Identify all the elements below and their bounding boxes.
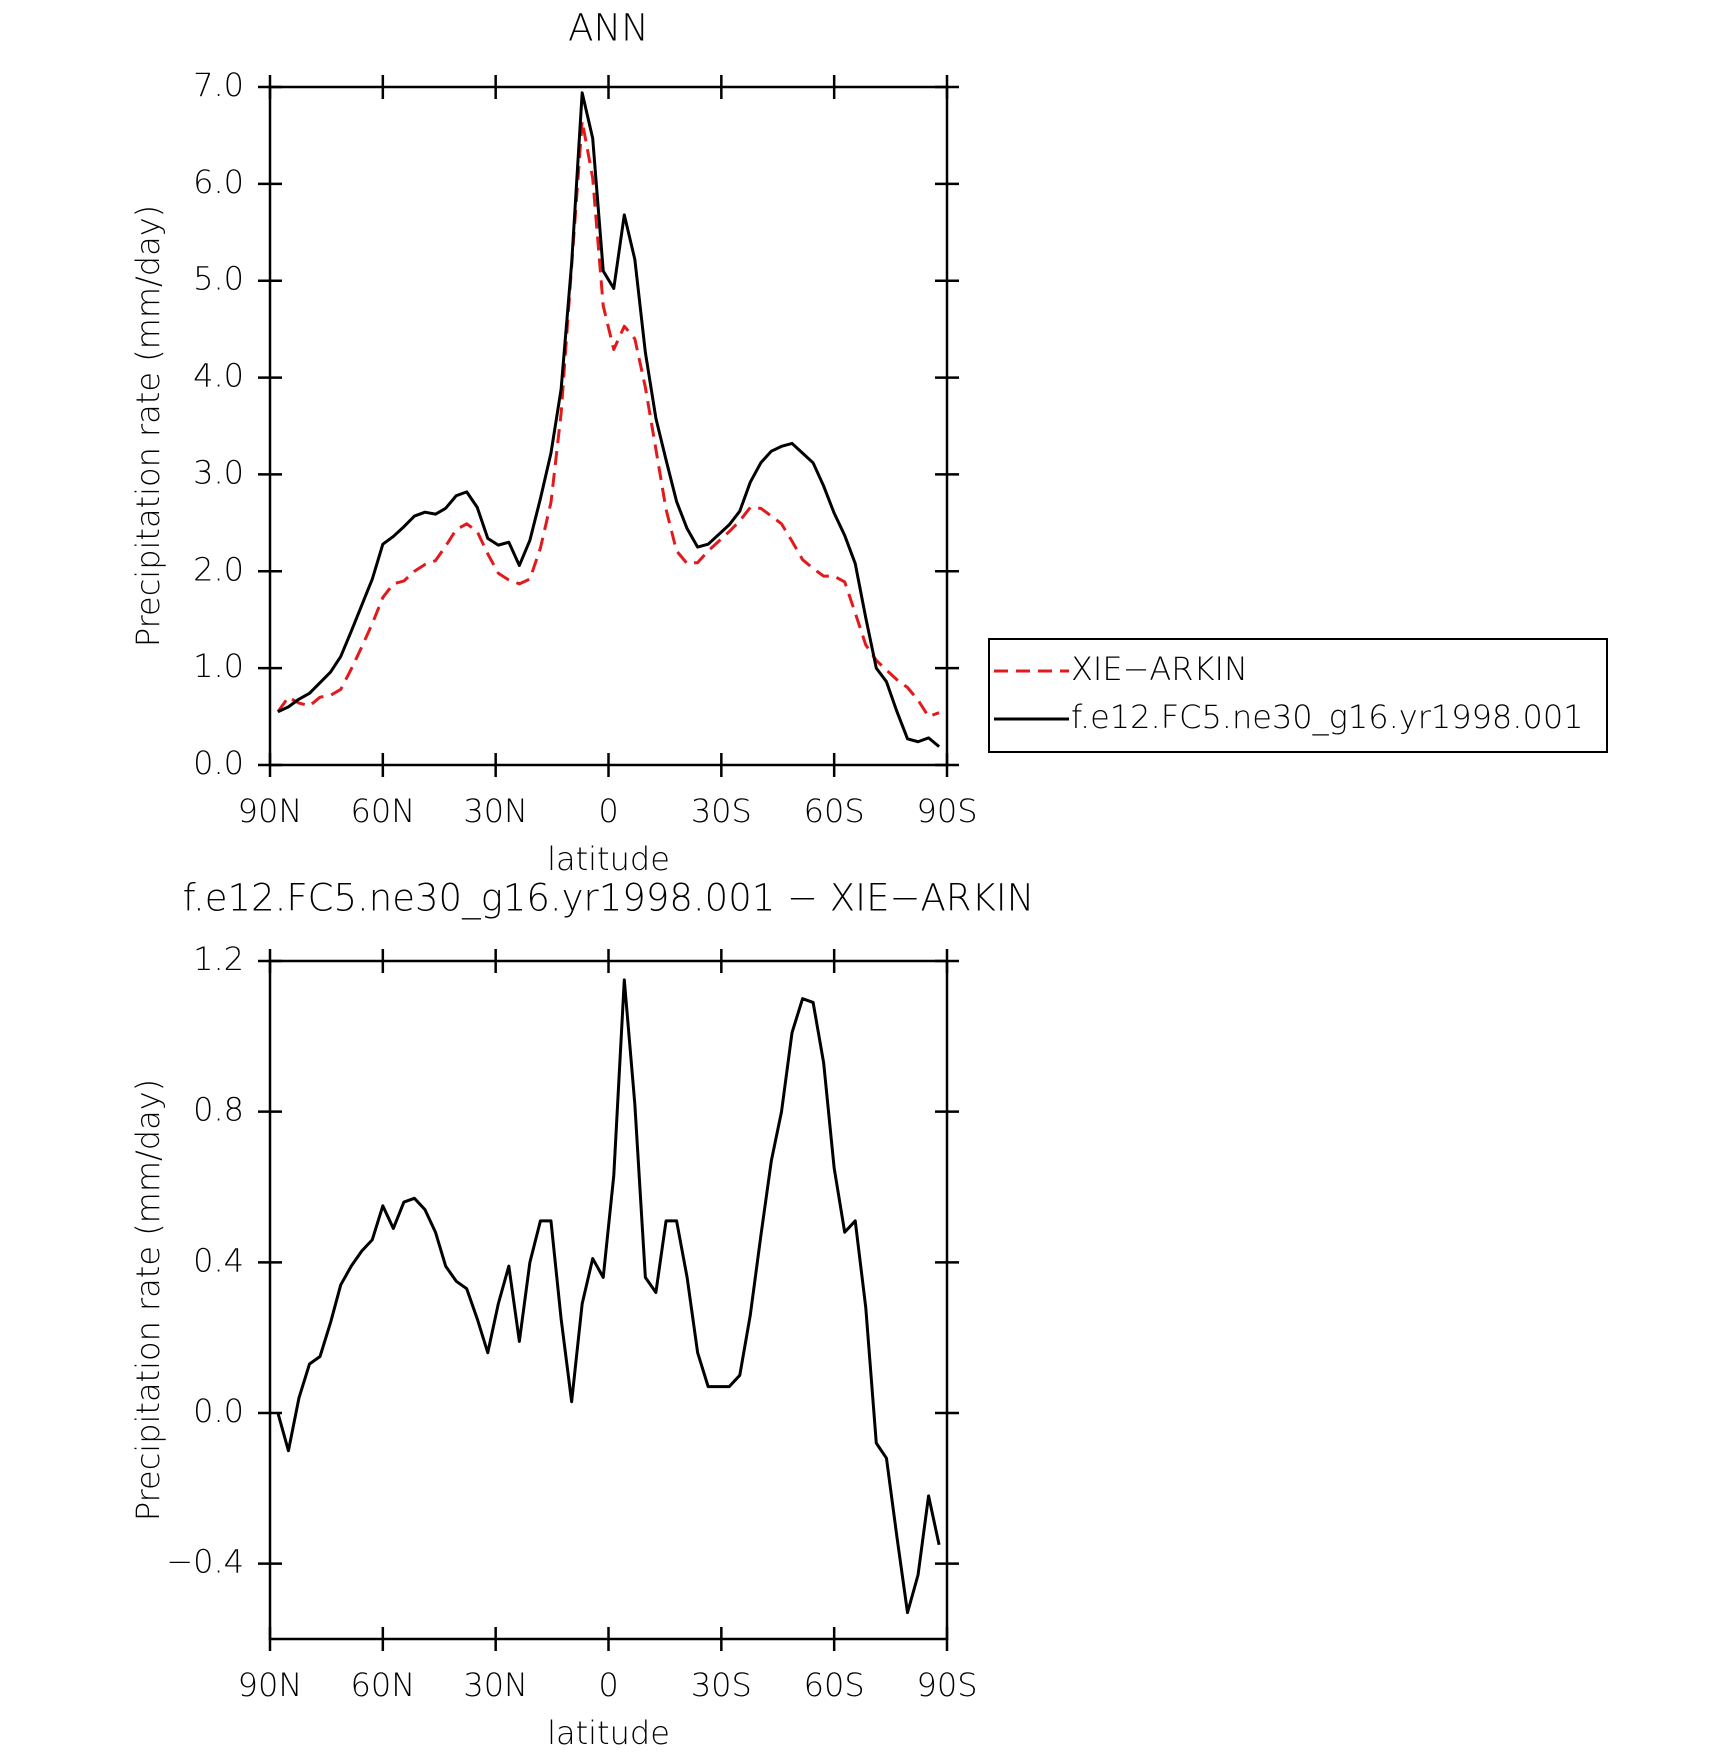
x-axis-label: latitude xyxy=(547,840,670,878)
data-line xyxy=(276,119,940,719)
y-tick-label: 0.8 xyxy=(193,1091,244,1129)
data-line xyxy=(277,91,941,748)
y-tick-label: −0.4 xyxy=(166,1543,244,1581)
y-tick-label: 2.0 xyxy=(193,550,244,588)
x-tick-label: 0 xyxy=(598,1666,618,1704)
data-line xyxy=(276,978,941,1615)
y-tick-label: 0.0 xyxy=(193,1392,244,1430)
legend-label: f.e12.FC5.ne30_g16.yr1998.001 xyxy=(1071,698,1584,736)
x-tick-label: 30S xyxy=(691,1666,752,1704)
y-tick-label: 4.0 xyxy=(193,357,244,395)
chart-title: f.e12.FC5.ne30_g16.yr1998.001 − XIE−ARKI… xyxy=(183,877,1035,921)
y-tick-label: 1.0 xyxy=(193,647,244,685)
x-tick-label: 90S xyxy=(916,1666,977,1704)
x-tick-label: 30S xyxy=(691,792,752,830)
chart-title: ANN xyxy=(568,7,649,50)
y-tick-label: 6.0 xyxy=(193,163,244,201)
plot-frame xyxy=(268,85,949,767)
x-tick-label: 60N xyxy=(351,1666,416,1704)
plot-frame xyxy=(268,959,949,1641)
y-tick-label: 0.4 xyxy=(193,1241,244,1279)
x-tick-label: 60S xyxy=(804,792,865,830)
x-axis-label: latitude xyxy=(547,1714,670,1751)
legend-box xyxy=(988,638,1608,753)
x-tick-label: 30N xyxy=(463,792,528,830)
y-tick-label: 3.0 xyxy=(193,453,244,491)
x-tick-label: 90S xyxy=(916,792,977,830)
x-tick-label: 60S xyxy=(804,1666,865,1704)
x-tick-label: 60N xyxy=(351,792,416,830)
y-tick-label: 1.2 xyxy=(193,940,244,978)
y-tick-label: 5.0 xyxy=(193,260,244,298)
x-tick-label: 90N xyxy=(238,792,303,830)
y-tick-label: 7.0 xyxy=(193,66,244,104)
x-tick-label: 30N xyxy=(463,1666,528,1704)
x-tick-label: 0 xyxy=(598,792,618,830)
y-axis-label: Precipitation rate (mm/day) xyxy=(129,205,167,647)
y-axis-label: Precipitation rate (mm/day) xyxy=(129,1079,167,1521)
y-tick-label: 0.0 xyxy=(193,744,244,782)
legend-label: XIE−ARKIN xyxy=(1071,650,1248,688)
x-tick-label: 90N xyxy=(238,1666,303,1704)
